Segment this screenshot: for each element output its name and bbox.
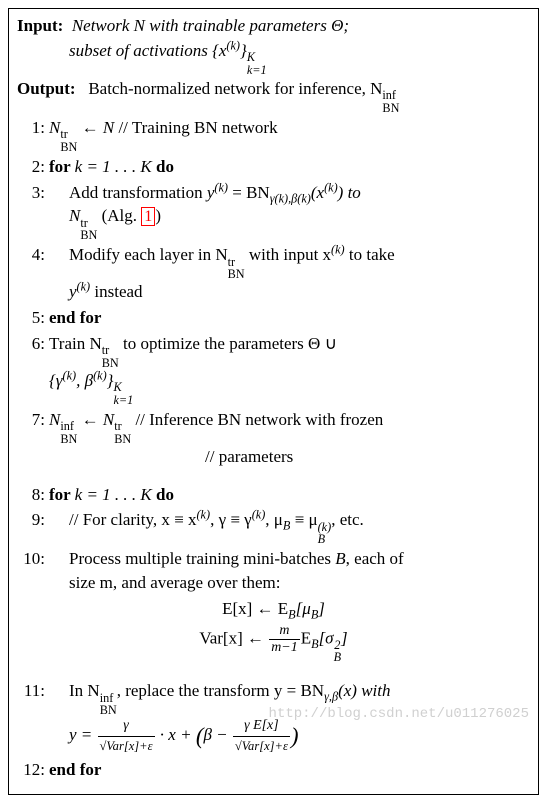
line-number: 11: [17,679,49,703]
output-label: Output: [17,79,76,98]
line-number: 10: [17,547,49,571]
input-text-1: Network N with trainable parameters Θ; [72,16,349,35]
line-number: 7: [17,408,49,432]
input-line-1: Input: Network N with trainable paramete… [17,15,530,38]
line-number: 8: [17,483,49,507]
line-number: 5: [17,306,49,330]
input-line-2: subset of activations {x(k)}Kk=1 [17,40,530,76]
equation-ex: E[x] ← EB[μB] [17,599,530,619]
line-10: 10: Process multiple training mini-batch… [17,547,530,595]
line-12: 12: end for [17,758,530,782]
line-6: 6: Train NtrBN to optimize the parameter… [17,332,530,406]
line-number: 12: [17,758,49,782]
output-line: Output: Batch-normalized network for inf… [17,78,530,114]
line-number: 1: [17,116,49,140]
algorithm-box: Input: Network N with trainable paramete… [8,8,539,795]
line-3: 3: Add transformation y(k) = BNγ(k),β(k)… [17,181,530,242]
line-number: 4: [17,243,49,267]
line-1: 1: NtrBN ← N // Training BN network [17,116,530,153]
alg-ref-link[interactable]: 1 [141,207,155,226]
line-11: 11: In NinfBN, replace the transform y =… [17,679,530,756]
line-5: 5: end for [17,306,530,330]
line-9: 9: // For clarity, x ≡ x(k), γ ≡ γ(k), μ… [17,508,530,545]
line-number: 2: [17,155,49,179]
input-label: Input: [17,16,63,35]
input-text-2: subset of activations {x(k)}Kk=1 [69,41,267,60]
line-7: 7: NinfBN ← NtrBN // Inference BN networ… [17,408,530,469]
line-number: 6: [17,332,49,356]
line-8: 8: for k = 1 . . . K do [17,483,530,507]
output-text: Batch-normalized network for inference, … [84,79,399,98]
line-number: 9: [17,508,49,532]
equation-varx: Var[x] ← mm−1EB[σ2B] [17,623,530,663]
line-number: 3: [17,181,49,205]
line-4: 4: Modify each layer in NtrBN with input… [17,243,530,304]
line-2: 2: for k = 1 . . . K do [17,155,530,179]
